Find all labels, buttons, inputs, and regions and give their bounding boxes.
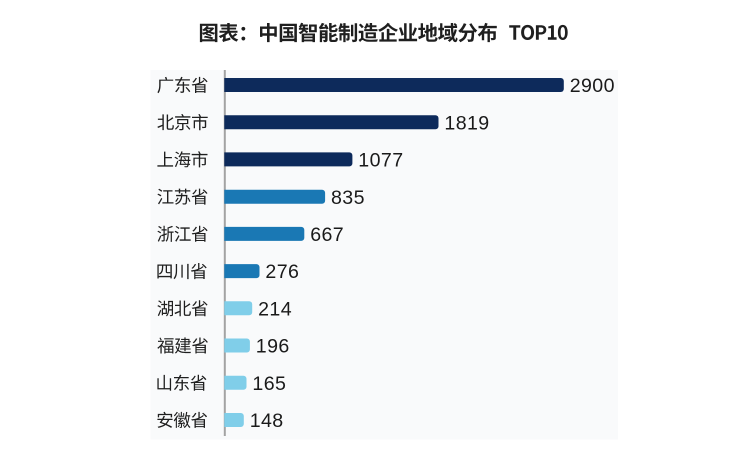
svg-text:835: 835 xyxy=(331,187,365,209)
svg-text:667: 667 xyxy=(310,224,344,246)
svg-text:165: 165 xyxy=(252,373,286,395)
svg-text:214: 214 xyxy=(258,299,292,321)
svg-text:1819: 1819 xyxy=(444,112,489,134)
svg-text:276: 276 xyxy=(265,261,299,283)
svg-text:196: 196 xyxy=(256,336,290,358)
svg-text:148: 148 xyxy=(250,410,284,432)
svg-text:1077: 1077 xyxy=(358,150,403,172)
svg-text:2900: 2900 xyxy=(570,75,615,97)
